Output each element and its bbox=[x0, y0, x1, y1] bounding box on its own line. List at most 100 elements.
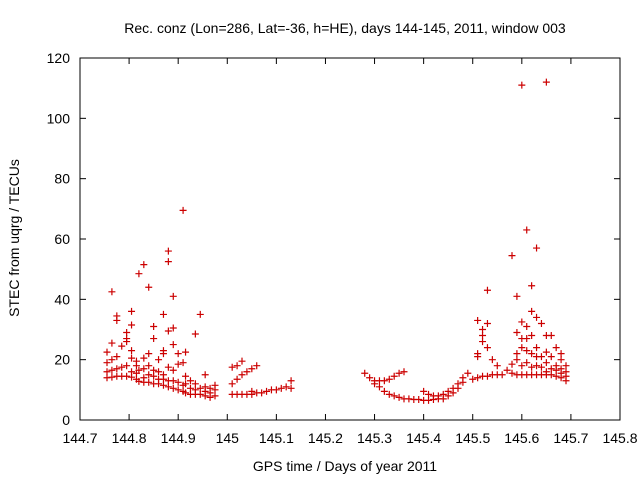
data-point bbox=[186, 384, 194, 392]
data-point bbox=[108, 373, 116, 381]
data-point bbox=[508, 252, 516, 260]
data-point bbox=[174, 360, 182, 368]
data-points bbox=[103, 78, 570, 404]
data-point bbox=[123, 372, 131, 380]
data-point bbox=[211, 381, 219, 389]
data-point bbox=[174, 350, 182, 358]
data-point bbox=[179, 206, 187, 214]
y-tick-label: 100 bbox=[47, 110, 71, 126]
data-point bbox=[103, 348, 111, 356]
data-point bbox=[179, 359, 187, 367]
data-point bbox=[113, 353, 121, 361]
data-point bbox=[169, 292, 177, 300]
data-point bbox=[132, 357, 140, 365]
data-point bbox=[380, 387, 388, 395]
data-point bbox=[425, 390, 433, 398]
data-point bbox=[474, 316, 482, 324]
data-point bbox=[385, 375, 393, 383]
data-point bbox=[118, 342, 126, 350]
data-point bbox=[128, 368, 136, 376]
data-point bbox=[533, 344, 541, 352]
data-point bbox=[164, 327, 172, 335]
data-point bbox=[169, 341, 177, 349]
data-point bbox=[169, 384, 177, 392]
data-point bbox=[233, 362, 241, 370]
data-point bbox=[159, 347, 167, 355]
data-point bbox=[533, 362, 541, 370]
data-point bbox=[135, 377, 143, 385]
data-point bbox=[201, 371, 209, 379]
data-point bbox=[108, 339, 116, 347]
data-point bbox=[123, 329, 131, 337]
data-point bbox=[128, 347, 136, 355]
data-point bbox=[488, 356, 496, 364]
data-point bbox=[182, 348, 190, 356]
data-point bbox=[542, 348, 550, 356]
data-point bbox=[103, 368, 111, 376]
data-point bbox=[164, 383, 172, 391]
data-point bbox=[557, 350, 565, 358]
data-point bbox=[523, 322, 531, 330]
data-point bbox=[145, 350, 153, 358]
data-point bbox=[518, 344, 526, 352]
data-point bbox=[523, 226, 531, 234]
data-point bbox=[169, 377, 177, 385]
data-point bbox=[150, 372, 158, 380]
data-point bbox=[547, 332, 555, 340]
data-point bbox=[182, 380, 190, 388]
data-point bbox=[562, 362, 570, 370]
data-point bbox=[174, 378, 182, 386]
data-point bbox=[434, 392, 442, 400]
data-point bbox=[159, 371, 167, 379]
data-point bbox=[150, 335, 158, 343]
data-point bbox=[186, 377, 194, 385]
data-point bbox=[425, 396, 433, 404]
data-point bbox=[395, 369, 403, 377]
data-point bbox=[537, 319, 545, 327]
data-point bbox=[164, 258, 172, 266]
x-tick-label: 145.2 bbox=[308, 430, 343, 446]
x-tick-label: 145.5 bbox=[455, 430, 490, 446]
y-tick-label: 40 bbox=[54, 291, 70, 307]
data-point bbox=[253, 362, 261, 370]
data-point bbox=[542, 78, 550, 86]
data-point bbox=[479, 332, 487, 340]
data-point bbox=[533, 244, 541, 252]
data-point bbox=[145, 371, 153, 379]
data-point bbox=[135, 366, 143, 374]
data-point bbox=[164, 247, 172, 255]
data-point bbox=[547, 353, 555, 361]
data-point bbox=[287, 384, 295, 392]
data-point bbox=[248, 365, 256, 373]
data-point bbox=[159, 310, 167, 318]
data-point bbox=[557, 356, 565, 364]
data-point bbox=[108, 288, 116, 296]
data-point bbox=[238, 357, 246, 365]
y-axis-label: STEC from uqrg / TECUs bbox=[6, 159, 22, 317]
data-point bbox=[145, 283, 153, 291]
data-point bbox=[552, 362, 560, 370]
data-point bbox=[405, 395, 413, 403]
data-point bbox=[537, 353, 545, 361]
x-tick-label: 145.6 bbox=[504, 430, 539, 446]
data-point bbox=[243, 368, 251, 376]
data-point bbox=[523, 347, 531, 355]
data-point bbox=[103, 359, 111, 367]
data-point bbox=[123, 362, 131, 370]
data-point bbox=[118, 363, 126, 371]
data-point bbox=[108, 366, 116, 374]
data-point bbox=[528, 350, 536, 358]
chart-title: Rec. conz (Lon=286, Lat=-36, h=HE), days… bbox=[124, 20, 566, 36]
x-tick-label: 145.7 bbox=[553, 430, 588, 446]
data-point bbox=[498, 371, 506, 379]
data-point bbox=[150, 366, 158, 374]
data-point bbox=[361, 369, 369, 377]
data-point bbox=[258, 389, 266, 397]
data-point bbox=[518, 362, 526, 370]
data-point bbox=[211, 392, 219, 400]
data-point bbox=[518, 318, 526, 326]
data-point bbox=[248, 387, 256, 395]
data-point bbox=[366, 374, 374, 382]
x-tick-label: 144.7 bbox=[62, 430, 97, 446]
